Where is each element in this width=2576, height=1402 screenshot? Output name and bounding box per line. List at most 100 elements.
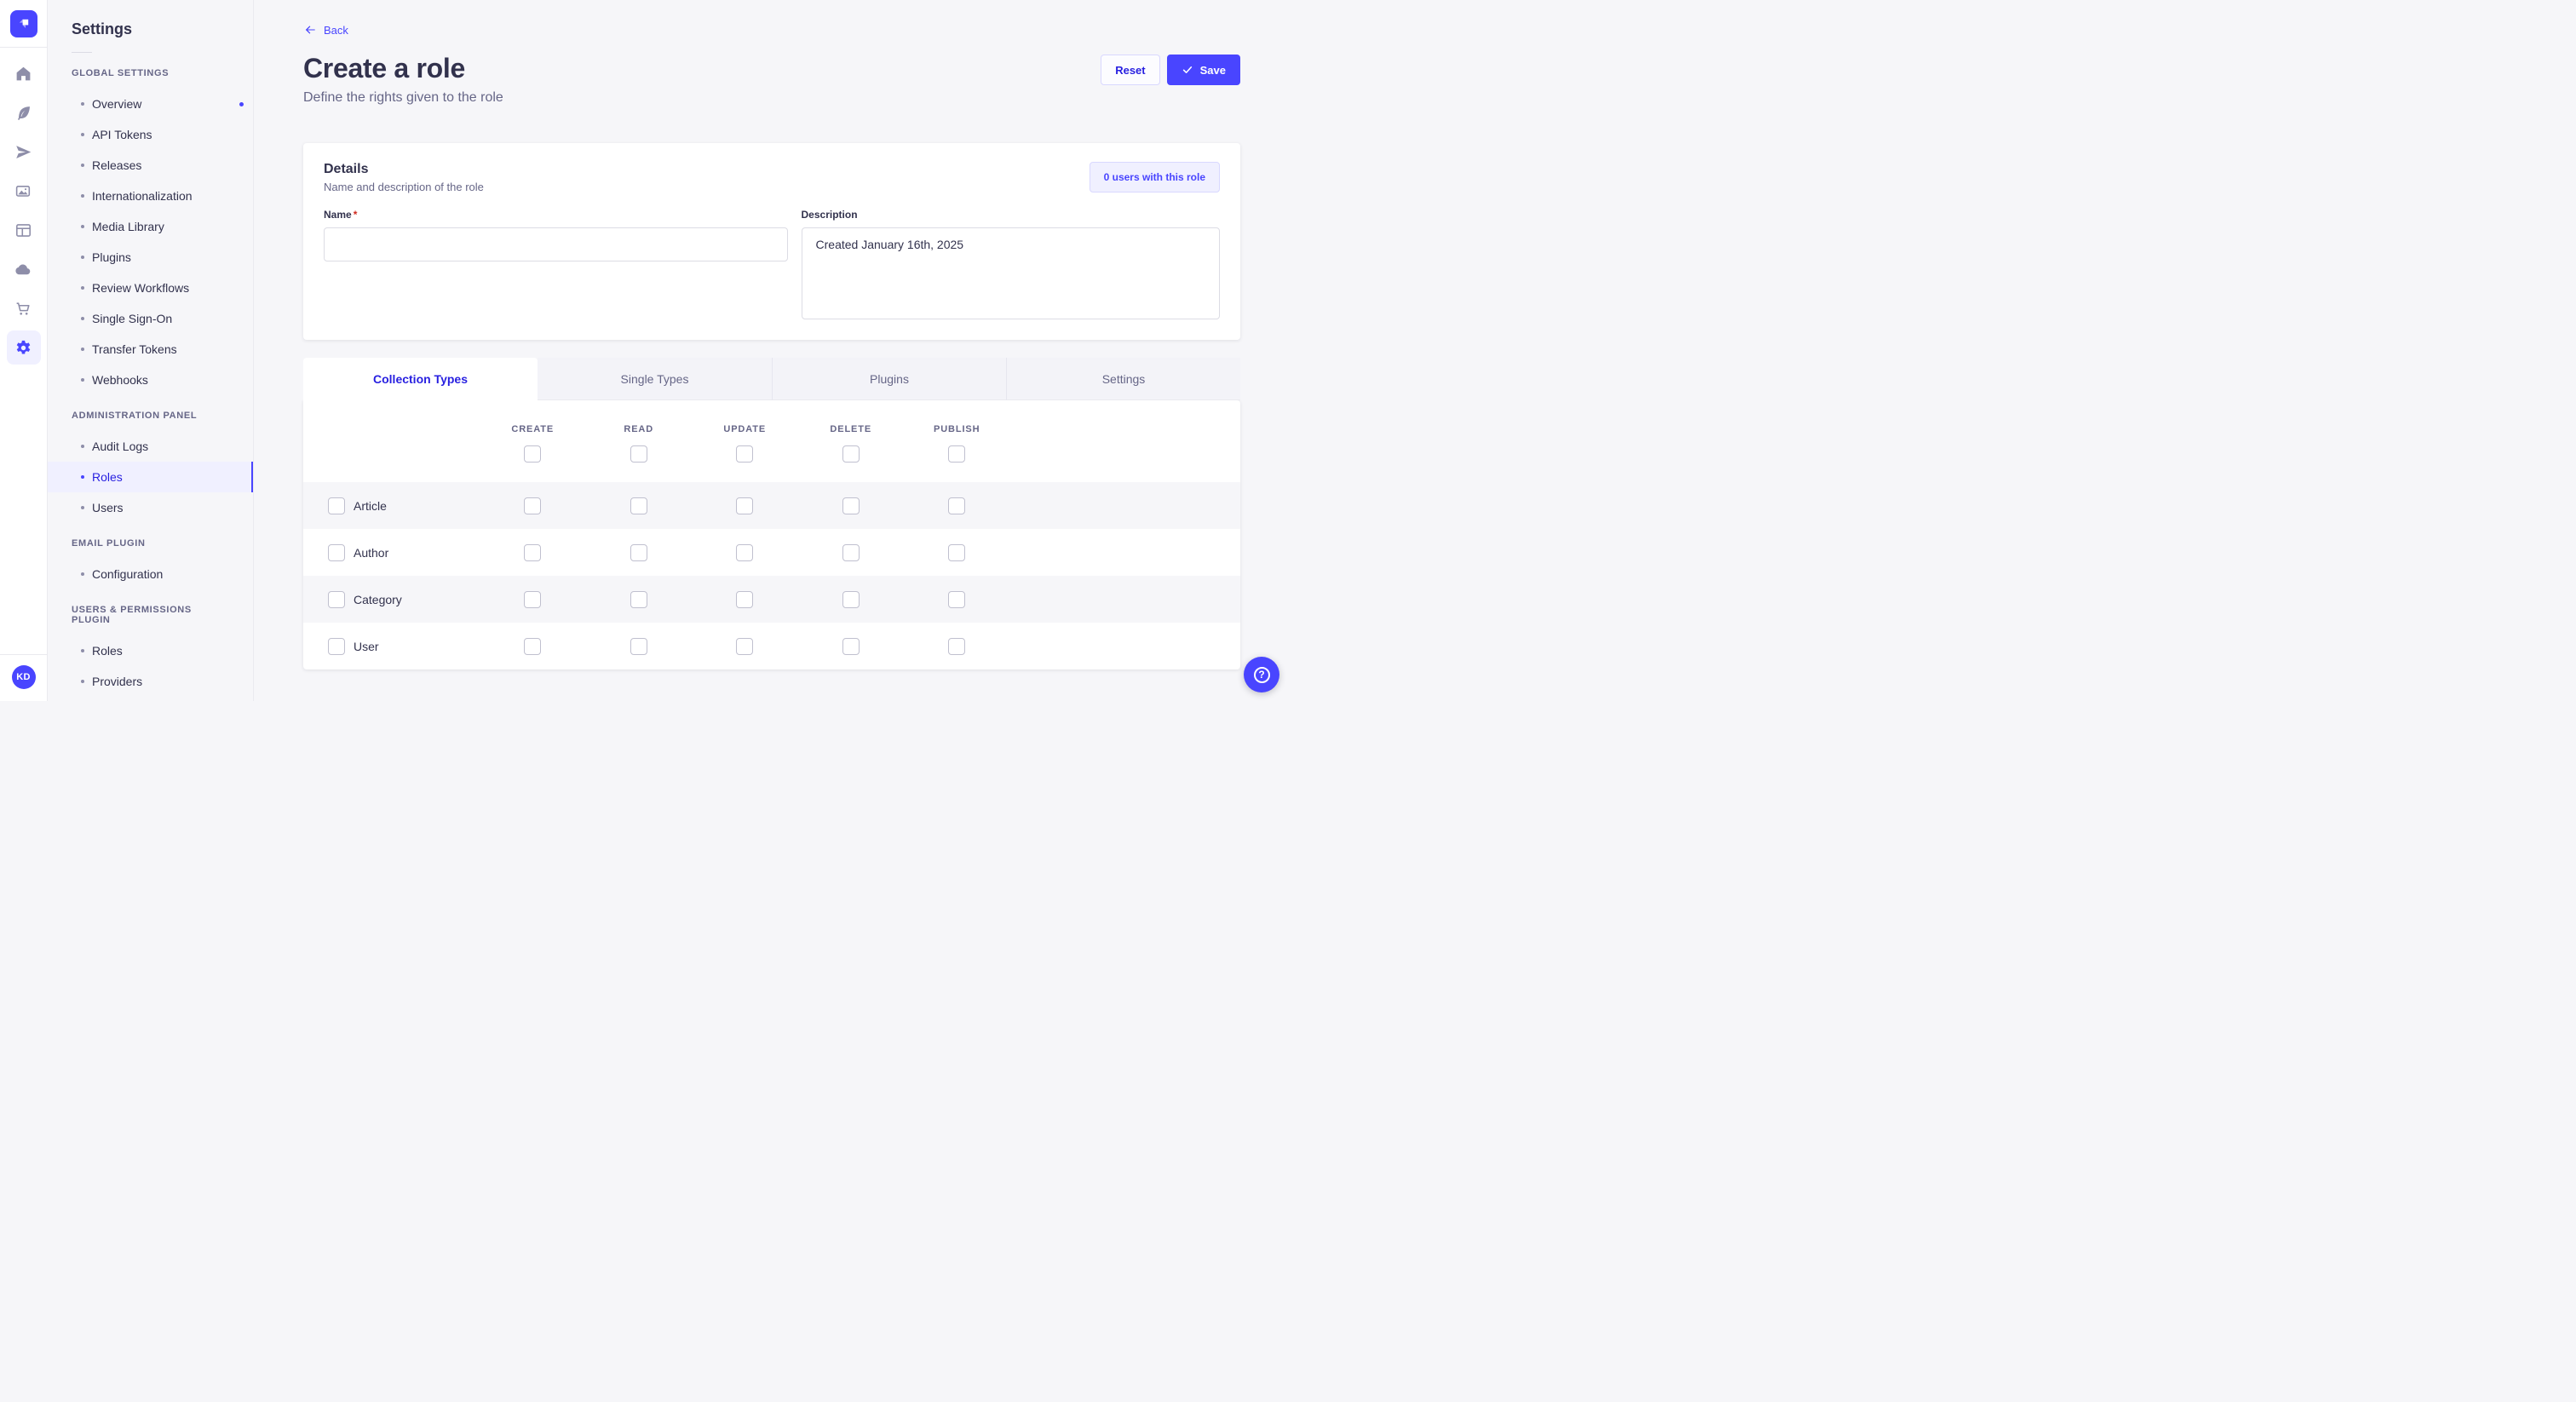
delete-column-checkbox[interactable] — [842, 445, 860, 463]
sidebar-item-label: Review Workflows — [92, 281, 190, 295]
category-row-checkbox[interactable] — [328, 590, 345, 608]
article-delete-checkbox[interactable] — [842, 497, 860, 514]
reset-button[interactable]: Reset — [1101, 55, 1160, 85]
sidebar-item-internationalization[interactable]: Internationalization — [48, 181, 253, 211]
author-delete-checkbox[interactable] — [842, 543, 860, 561]
article-update-checkbox[interactable] — [736, 497, 754, 514]
sidebar-item-plugins[interactable]: Plugins — [48, 242, 253, 273]
bullet-icon — [81, 194, 84, 198]
sidebar-item-webhooks[interactable]: Webhooks — [48, 365, 253, 395]
tab-collection-types[interactable]: Collection Types — [303, 358, 538, 400]
sidebar-sections: GLOBAL SETTINGS Overview API Tokens Release… — [48, 68, 253, 697]
category-create-checkbox[interactable] — [524, 590, 542, 608]
category-delete-checkbox[interactable] — [842, 590, 860, 608]
page-subtitle: Define the rights given to the role — [303, 90, 503, 105]
user-avatar[interactable]: KD — [11, 665, 36, 689]
permission-cell — [480, 497, 586, 514]
author-read-checkbox[interactable] — [630, 543, 647, 561]
permission-cell — [692, 590, 798, 608]
nav-rail: KD — [0, 0, 48, 701]
paper-plane-nav-button[interactable] — [7, 135, 41, 169]
details-subtitle: Name and description of the role — [324, 181, 484, 193]
row-label: Category — [354, 592, 402, 606]
sidebar-item-roles[interactable]: Roles — [48, 635, 253, 666]
description-label: Description — [801, 209, 858, 221]
update-column-checkbox[interactable] — [736, 445, 754, 463]
permission-cell — [480, 543, 586, 561]
column-label: CREATE — [511, 424, 555, 434]
strapi-logo[interactable] — [9, 9, 37, 37]
sidebar-item-media-library[interactable]: Media Library — [48, 211, 253, 242]
bullet-icon — [81, 102, 84, 106]
create-column-checkbox[interactable] — [524, 445, 542, 463]
sidebar-item-audit-logs[interactable]: Audit Logs — [48, 431, 253, 462]
publish-column-checkbox[interactable] — [948, 445, 966, 463]
settings-gear-nav-button[interactable] — [6, 330, 41, 365]
sidebar-item-label: API Tokens — [92, 128, 152, 141]
permission-cell — [586, 590, 693, 608]
author-publish-checkbox[interactable] — [948, 543, 966, 561]
content-type-builder-nav-button[interactable] — [7, 213, 41, 247]
author-row-checkbox[interactable] — [328, 543, 345, 561]
sidebar-item-single-sign-on[interactable]: Single Sign-On — [48, 303, 253, 334]
name-input[interactable] — [324, 227, 788, 261]
media-library-nav-button[interactable] — [7, 174, 41, 208]
article-publish-checkbox[interactable] — [948, 497, 966, 514]
read-column-checkbox[interactable] — [630, 445, 647, 463]
home-nav-button[interactable] — [7, 56, 41, 90]
feather-nav-button[interactable] — [7, 95, 41, 129]
media-library-icon — [15, 185, 31, 197]
user-update-checkbox[interactable] — [736, 637, 754, 655]
sidebar-item-roles[interactable]: Roles — [48, 462, 253, 492]
category-update-checkbox[interactable] — [736, 590, 754, 608]
bullet-icon — [81, 348, 84, 351]
sidebar-item-label: Providers — [92, 675, 143, 688]
marketplace-cart-nav-button[interactable] — [7, 291, 41, 325]
sidebar-item-overview[interactable]: Overview — [48, 89, 253, 119]
article-read-checkbox[interactable] — [630, 497, 647, 514]
column-label: PUBLISH — [934, 424, 980, 434]
description-textarea[interactable]: Created January 16th, 2025 — [801, 227, 1220, 319]
user-row-checkbox[interactable] — [328, 637, 345, 655]
bullet-icon — [81, 225, 84, 228]
user-create-checkbox[interactable] — [524, 637, 542, 655]
sidebar-item-api-tokens[interactable]: API Tokens — [48, 119, 253, 150]
bullet-icon — [81, 133, 84, 136]
author-create-checkbox[interactable] — [524, 543, 542, 561]
permission-cell — [798, 637, 905, 655]
section-label-users-permissions-plugin: USERS & PERMISSIONS PLUGIN — [72, 605, 192, 625]
user-read-checkbox[interactable] — [630, 637, 647, 655]
sidebar-item-review-workflows[interactable]: Review Workflows — [48, 273, 253, 303]
sidebar-item-transfer-tokens[interactable]: Transfer Tokens — [48, 334, 253, 365]
cloud-nav-button[interactable] — [7, 252, 41, 286]
name-label: Name * — [324, 209, 358, 221]
bullet-icon — [81, 649, 84, 652]
row-label: Article — [354, 498, 387, 513]
article-create-checkbox[interactable] — [524, 497, 542, 514]
category-publish-checkbox[interactable] — [948, 590, 966, 608]
tab-single-types[interactable]: Single Types — [538, 358, 772, 400]
save-button[interactable]: Save — [1166, 55, 1240, 85]
back-link[interactable]: Back — [303, 23, 348, 37]
rail-footer: KD — [0, 654, 47, 701]
settings-gear-icon — [16, 340, 31, 353]
tab-plugins[interactable]: Plugins — [772, 358, 1006, 400]
back-arrow-icon — [305, 26, 315, 34]
sidebar-item-label: Internationalization — [92, 189, 193, 203]
user-delete-checkbox[interactable] — [842, 637, 860, 655]
sidebar-item-users[interactable]: Users — [48, 492, 253, 523]
user-publish-checkbox[interactable] — [948, 637, 966, 655]
sidebar-item-configuration[interactable]: Configuration — [48, 559, 253, 589]
column-label: DELETE — [830, 424, 872, 434]
users-with-role-button[interactable]: 0 users with this role — [1089, 162, 1220, 192]
help-fab[interactable]: ? — [1244, 657, 1279, 692]
tab-settings[interactable]: Settings — [1006, 358, 1240, 400]
article-row-checkbox[interactable] — [328, 497, 345, 514]
sidebar-item-providers[interactable]: Providers — [48, 666, 253, 697]
header-actions: Reset Save — [1101, 55, 1240, 85]
help-icon: ? — [1253, 666, 1270, 683]
sidebar-item-releases[interactable]: Releases — [48, 150, 253, 181]
author-update-checkbox[interactable] — [736, 543, 754, 561]
category-read-checkbox[interactable] — [630, 590, 647, 608]
permissions-tabs: Collection Types Single Types Plugins Setti… — [303, 358, 1240, 400]
